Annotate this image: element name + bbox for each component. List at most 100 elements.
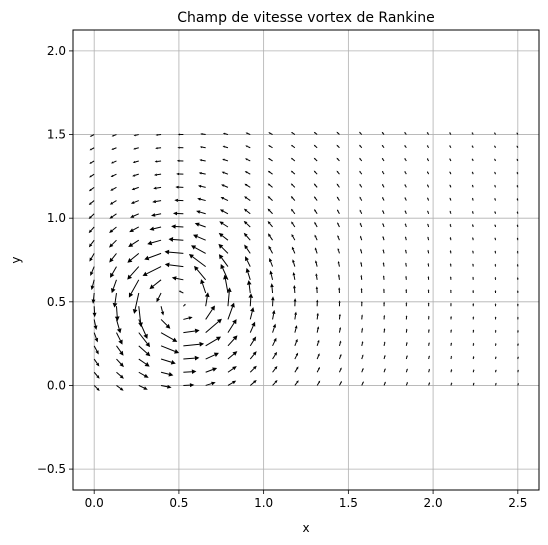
velocity-arrow — [404, 144, 407, 149]
velocity-arrow — [116, 358, 124, 368]
velocity-arrow — [359, 183, 363, 188]
velocity-arrow — [178, 290, 184, 294]
velocity-arrow — [223, 274, 229, 294]
velocity-arrow — [138, 358, 150, 367]
velocity-arrow — [160, 319, 171, 329]
velocity-arrow — [272, 337, 277, 347]
velocity-arrow — [93, 332, 99, 343]
x-tick-label: 1.0 — [254, 496, 273, 510]
velocity-arrow — [517, 343, 519, 346]
velocity-arrow — [427, 302, 430, 307]
velocity-arrow — [516, 303, 519, 307]
velocity-arrow — [109, 226, 117, 234]
velocity-arrow — [361, 381, 364, 386]
velocity-arrow — [516, 250, 519, 254]
velocity-arrow — [427, 236, 430, 241]
velocity-arrow — [130, 200, 139, 204]
velocity-arrow — [405, 328, 408, 333]
velocity-arrow — [450, 329, 453, 333]
velocity-arrow — [267, 233, 273, 241]
velocity-arrow — [245, 158, 251, 162]
x-tick-label: 0.0 — [85, 496, 104, 510]
velocity-arrow — [428, 342, 430, 346]
velocity-arrow — [428, 382, 431, 386]
velocity-arrow — [271, 309, 276, 320]
velocity-arrow — [111, 147, 117, 150]
velocity-arrow — [471, 158, 474, 162]
velocity-arrow — [449, 197, 452, 201]
velocity-arrow — [313, 183, 318, 188]
velocity-arrow — [450, 342, 453, 346]
velocity-arrow — [138, 332, 151, 348]
velocity-arrow — [404, 223, 407, 228]
velocity-arrow — [160, 306, 165, 316]
velocity-arrow — [383, 354, 386, 360]
velocity-arrow — [246, 280, 252, 294]
velocity-arrow — [90, 279, 95, 291]
velocity-arrow — [243, 220, 251, 228]
velocity-arrow — [313, 196, 318, 201]
velocity-arrow — [227, 302, 235, 320]
velocity-arrow — [404, 249, 407, 254]
velocity-arrow — [244, 244, 251, 254]
velocity-arrow — [315, 260, 318, 267]
velocity-arrow — [294, 338, 298, 347]
velocity-arrow — [154, 160, 162, 163]
velocity-arrow — [381, 157, 385, 162]
velocity-arrow — [88, 213, 95, 220]
velocity-arrow — [89, 134, 95, 137]
velocity-arrow — [249, 351, 257, 360]
velocity-arrow — [144, 252, 162, 261]
velocity-arrow — [293, 298, 297, 307]
velocity-arrow — [129, 226, 140, 233]
velocity-arrow — [132, 292, 140, 314]
velocity-arrow — [382, 183, 385, 188]
velocity-arrow — [360, 248, 363, 254]
velocity-arrow — [133, 134, 139, 137]
velocity-arrow — [428, 355, 430, 360]
velocity-arrow — [205, 381, 216, 386]
velocity-arrow — [316, 312, 319, 320]
velocity-arrow — [149, 226, 162, 231]
velocity-arrow — [177, 133, 184, 136]
velocity-arrow — [450, 316, 452, 320]
velocity-arrow — [360, 261, 363, 267]
velocity-arrow — [155, 133, 162, 136]
velocity-arrow — [336, 157, 340, 162]
velocity-arrow — [110, 173, 117, 177]
velocity-arrow — [361, 354, 364, 360]
velocity-arrow — [405, 355, 408, 360]
velocity-arrow — [405, 288, 408, 294]
velocity-arrow — [450, 369, 453, 373]
velocity-arrow — [164, 262, 184, 268]
velocity-arrow — [449, 184, 452, 188]
velocity-arrow — [115, 319, 122, 334]
velocity-arrow — [338, 327, 342, 333]
y-axis-label: y — [9, 256, 23, 263]
velocity-arrow — [149, 279, 162, 290]
velocity-arrow — [381, 144, 385, 149]
velocity-arrow — [382, 249, 385, 254]
velocity-arrow — [494, 316, 497, 320]
velocity-arrow — [382, 196, 385, 201]
velocity-arrow — [449, 223, 452, 228]
velocity-arrow — [89, 173, 95, 178]
velocity-arrow — [294, 311, 297, 320]
velocity-arrow — [427, 223, 430, 228]
velocity-arrow — [222, 132, 229, 136]
velocity-arrow — [109, 213, 117, 219]
velocity-arrow — [132, 160, 139, 164]
velocity-arrow — [183, 369, 197, 375]
velocity-arrow — [221, 184, 229, 188]
velocity-arrow — [199, 146, 206, 149]
velocity-arrow — [199, 159, 206, 162]
velocity-arrow — [337, 274, 340, 280]
velocity-arrow — [93, 345, 99, 355]
velocity-arrow — [427, 249, 430, 254]
velocity-arrow — [450, 355, 453, 360]
velocity-arrow — [227, 351, 238, 360]
y-tick-label: 1.0 — [47, 211, 66, 225]
velocity-arrow — [336, 131, 340, 135]
velocity-arrow — [449, 236, 452, 241]
